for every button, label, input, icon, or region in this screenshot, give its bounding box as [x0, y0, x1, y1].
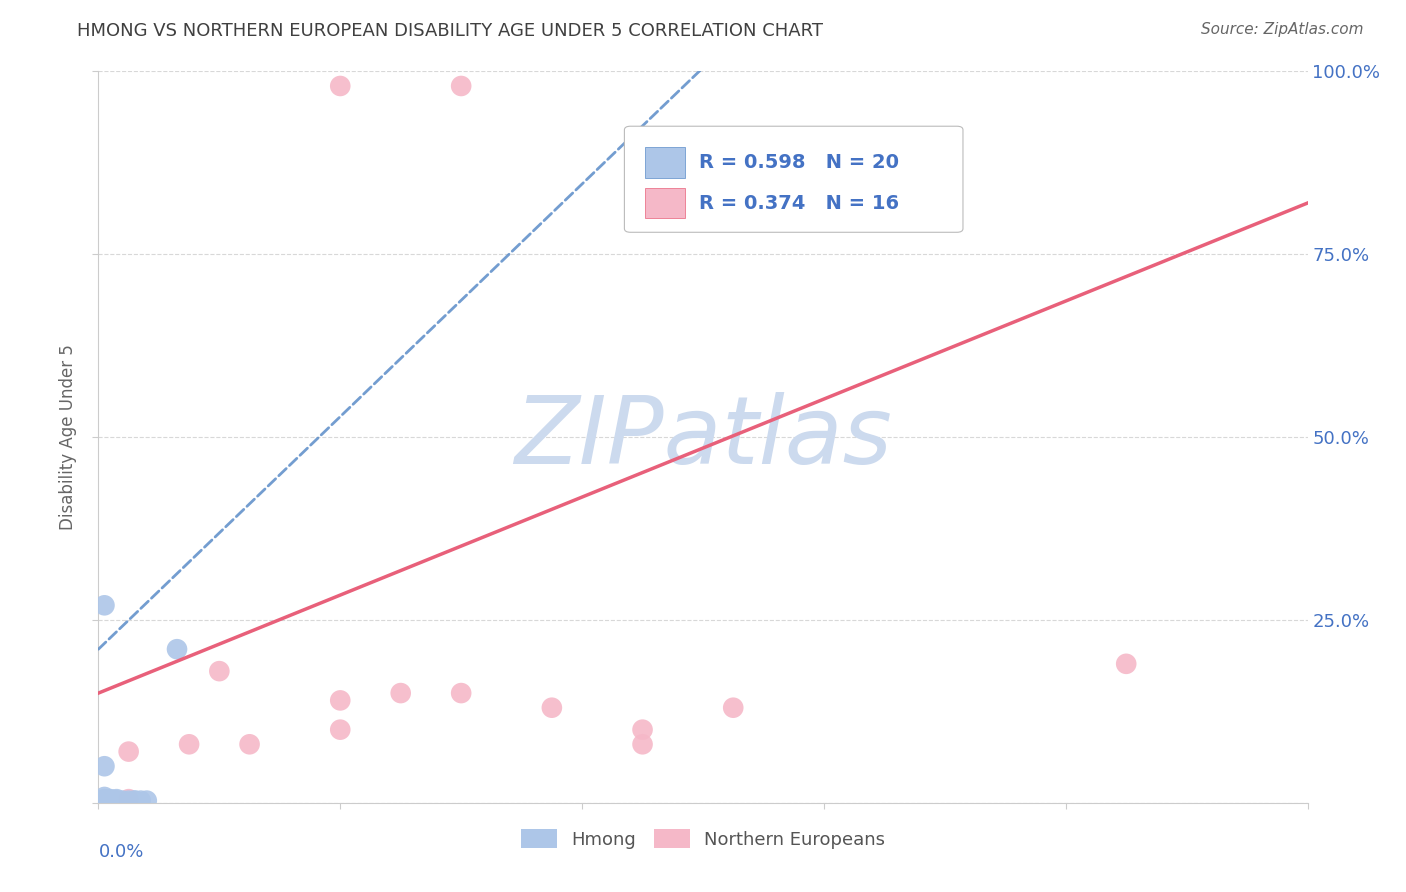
- Point: [100, 794, 122, 808]
- Point: [90, 794, 112, 808]
- Point: [93, 759, 115, 773]
- Point: [118, 794, 141, 808]
- Point: [329, 723, 352, 737]
- Point: [166, 642, 188, 657]
- Point: [124, 794, 146, 808]
- Point: [631, 723, 654, 737]
- Point: [129, 794, 152, 808]
- Text: R = 0.598   N = 20: R = 0.598 N = 20: [699, 153, 900, 172]
- Point: [329, 693, 352, 707]
- Point: [96, 794, 118, 808]
- Point: [723, 700, 745, 714]
- Point: [105, 792, 128, 806]
- Text: Source: ZipAtlas.com: Source: ZipAtlas.com: [1201, 22, 1364, 37]
- Point: [1115, 657, 1137, 671]
- Point: [100, 792, 122, 806]
- Point: [208, 664, 231, 678]
- Point: [93, 599, 115, 613]
- Point: [135, 794, 157, 808]
- Point: [93, 792, 115, 806]
- Point: [93, 794, 115, 808]
- Point: [631, 737, 654, 751]
- Point: [540, 700, 562, 714]
- Point: [118, 745, 141, 759]
- FancyBboxPatch shape: [624, 126, 963, 232]
- Point: [105, 794, 128, 808]
- Text: 0.0%: 0.0%: [98, 843, 143, 861]
- FancyBboxPatch shape: [645, 187, 685, 219]
- Point: [111, 794, 134, 808]
- Point: [450, 686, 472, 700]
- Y-axis label: Disability Age Under 5: Disability Age Under 5: [59, 344, 77, 530]
- Legend: Hmong, Northern Europeans: Hmong, Northern Europeans: [513, 822, 893, 856]
- Point: [239, 737, 262, 751]
- Text: R = 0.374   N = 16: R = 0.374 N = 16: [699, 194, 900, 212]
- FancyBboxPatch shape: [645, 147, 685, 178]
- Point: [93, 789, 115, 804]
- Point: [105, 794, 128, 808]
- Point: [124, 794, 146, 808]
- Text: ZIPatlas: ZIPatlas: [515, 392, 891, 483]
- Text: HMONG VS NORTHERN EUROPEAN DISABILITY AGE UNDER 5 CORRELATION CHART: HMONG VS NORTHERN EUROPEAN DISABILITY AG…: [77, 22, 824, 40]
- Point: [179, 737, 201, 751]
- Point: [118, 792, 141, 806]
- Point: [100, 794, 122, 808]
- Point: [329, 78, 352, 93]
- Point: [389, 686, 412, 700]
- Point: [450, 78, 472, 93]
